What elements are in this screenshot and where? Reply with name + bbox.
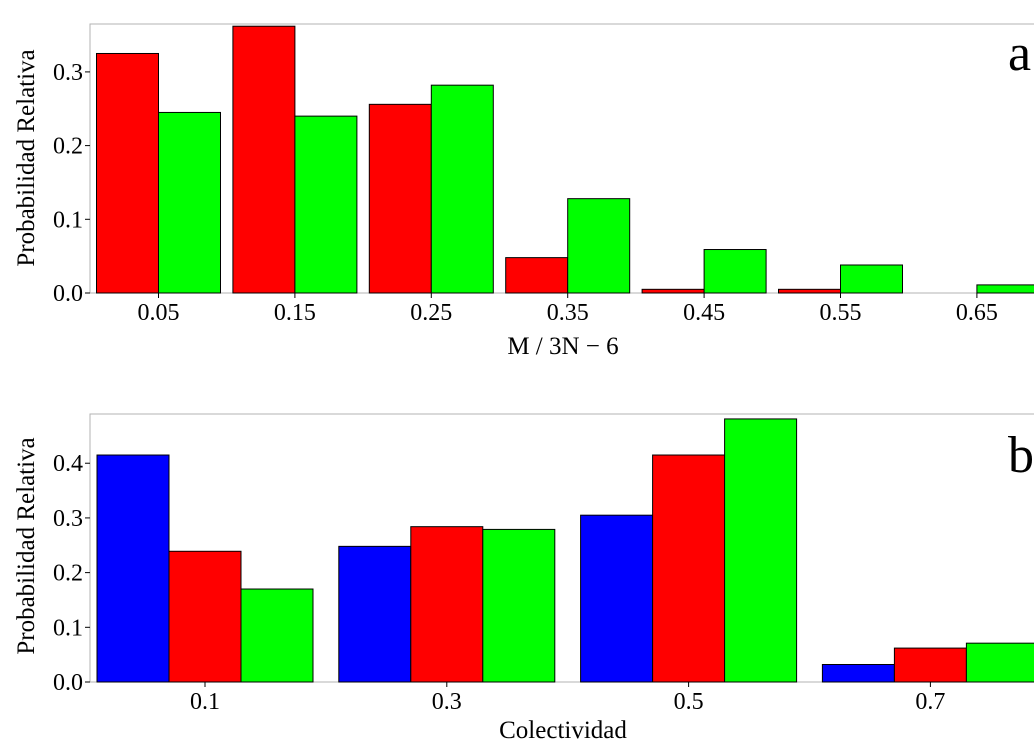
x-tick-label: 0.05	[138, 300, 180, 326]
x-tick-label: 0.55	[820, 300, 862, 326]
x-ticks: 0.05 0.15 0.25 0.35 0.45 0.55 0.65	[138, 293, 998, 326]
plot-area	[89, 23, 1034, 294]
x-axis-label: Colectividad	[499, 717, 627, 744]
y-tick-label: 0.0	[53, 281, 83, 307]
y-tick-label: 0.3	[53, 60, 83, 86]
bar	[232, 25, 296, 294]
bar	[505, 257, 569, 294]
bar	[703, 249, 767, 294]
y-tick-label: 0.2	[53, 561, 83, 587]
bar	[168, 550, 242, 683]
y-tick-label: 0.1	[53, 207, 83, 233]
bar	[294, 115, 358, 294]
bar	[821, 663, 895, 683]
chart-panel-a: Probabilidad Relativa 0.00.10.20.3 0.05 0…	[13, 23, 1034, 360]
y-tick-label: 0.2	[53, 134, 83, 160]
x-tick-label: 0.45	[683, 300, 725, 326]
x-tick-label: 0.35	[547, 300, 589, 326]
x-tick-label: 0.25	[410, 300, 452, 326]
y-axis-label: Probabilidad Relativa	[13, 49, 40, 266]
bar	[96, 52, 159, 294]
bar	[778, 288, 841, 294]
y-axis-label: Probabilidad Relativa	[13, 437, 40, 654]
y-tick-label: 0.3	[53, 506, 83, 532]
chart-panel-b: Probabilidad Relativa 0.0 0.1 0.2 0.3 0.4 0.…	[13, 413, 1034, 744]
y-ticks: 0.0 0.1 0.2 0.3 0.4	[53, 451, 90, 696]
bar	[430, 84, 494, 294]
y-tick-label: 0.0	[53, 670, 83, 696]
x-ticks: 0.1 0.3 0.5 0.7	[190, 682, 945, 715]
bar	[482, 528, 556, 683]
bar	[158, 111, 221, 294]
y-ticks: 0.0 0.1 0.2 0.3	[53, 60, 90, 307]
x-tick-label: 0.7	[915, 689, 945, 715]
panel-label: b	[1008, 427, 1034, 484]
x-tick-label: 0.15	[274, 300, 316, 326]
bar	[641, 288, 705, 294]
bar	[96, 454, 170, 683]
bar	[368, 103, 432, 294]
x-tick-label: 0.5	[674, 689, 704, 715]
bar	[724, 418, 798, 683]
bar	[652, 454, 726, 683]
bar	[893, 647, 967, 683]
bar	[410, 526, 484, 683]
x-axis-label: M / 3N − 6	[507, 333, 618, 360]
x-tick-label: 0.65	[956, 300, 998, 326]
bar	[567, 198, 631, 294]
bar	[240, 588, 314, 683]
bar	[840, 264, 903, 294]
bar	[965, 642, 1034, 683]
panel-label: a	[1008, 25, 1031, 82]
bars	[96, 418, 1034, 683]
bar	[580, 514, 654, 683]
bar	[338, 545, 412, 683]
x-tick-label: 0.1	[190, 689, 220, 715]
y-tick-label: 0.1	[53, 615, 83, 641]
x-tick-label: 0.3	[432, 689, 462, 715]
y-tick-label: 0.4	[53, 451, 83, 477]
bars	[96, 25, 1034, 294]
bar	[976, 284, 1034, 294]
